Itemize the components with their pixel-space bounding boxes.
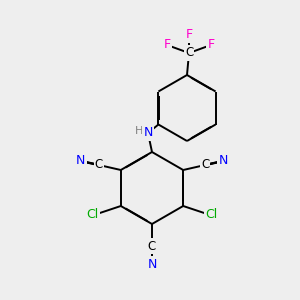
Text: N: N [147,257,157,271]
Text: F: F [207,38,214,52]
Text: N: N [76,154,86,167]
Text: N: N [143,127,153,140]
Text: N: N [218,154,228,167]
Text: C: C [201,158,209,172]
Text: C: C [95,158,103,172]
Text: F: F [185,28,193,41]
Text: F: F [164,38,171,52]
Text: C: C [185,46,193,59]
Text: Cl: Cl [87,208,99,220]
Text: H: H [135,126,143,136]
Text: C: C [148,239,156,253]
Text: Cl: Cl [205,208,217,220]
